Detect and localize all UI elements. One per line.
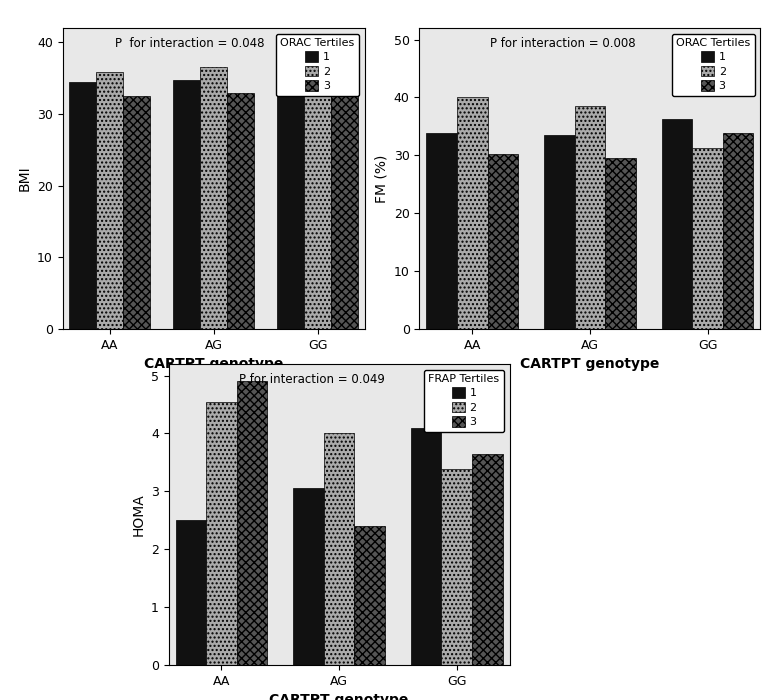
Legend: 1, 2, 3: 1, 2, 3 (424, 370, 504, 432)
Bar (426, 133, 457, 329)
Bar (206, 402, 237, 665)
X-axis label: CARTPT genotype: CARTPT genotype (144, 357, 283, 371)
Bar (200, 67, 227, 329)
Y-axis label: HOMA: HOMA (131, 493, 145, 536)
Bar (605, 158, 636, 329)
Bar (237, 382, 267, 665)
Bar (173, 80, 200, 329)
Bar (544, 135, 575, 329)
Bar (488, 154, 518, 329)
Bar (441, 470, 472, 665)
Bar (354, 526, 385, 665)
Bar (411, 428, 441, 665)
Text: P for interaction = 0.049: P for interaction = 0.049 (239, 373, 385, 386)
Legend: 1, 2, 3: 1, 2, 3 (672, 34, 755, 96)
Bar (332, 80, 358, 329)
Bar (692, 148, 723, 329)
Bar (293, 489, 324, 665)
Bar (472, 454, 503, 665)
Legend: 1, 2, 3: 1, 2, 3 (276, 34, 359, 96)
Text: P  for interaction = 0.048: P for interaction = 0.048 (114, 37, 264, 50)
X-axis label: CARTPT genotype: CARTPT genotype (521, 357, 659, 371)
Bar (277, 80, 304, 329)
Bar (123, 96, 151, 329)
X-axis label: CARTPT genotype: CARTPT genotype (270, 693, 408, 700)
Bar (662, 119, 692, 329)
Y-axis label: BMI: BMI (17, 166, 31, 191)
Bar (227, 92, 254, 329)
Bar (69, 82, 96, 329)
Bar (457, 97, 488, 329)
Bar (304, 83, 332, 329)
Y-axis label: FM (%): FM (%) (374, 154, 388, 203)
Bar (723, 133, 753, 329)
Text: P for interaction = 0.008: P for interaction = 0.008 (490, 37, 636, 50)
Bar (324, 433, 354, 665)
Bar (176, 520, 206, 665)
Bar (96, 72, 123, 329)
Bar (575, 106, 605, 329)
